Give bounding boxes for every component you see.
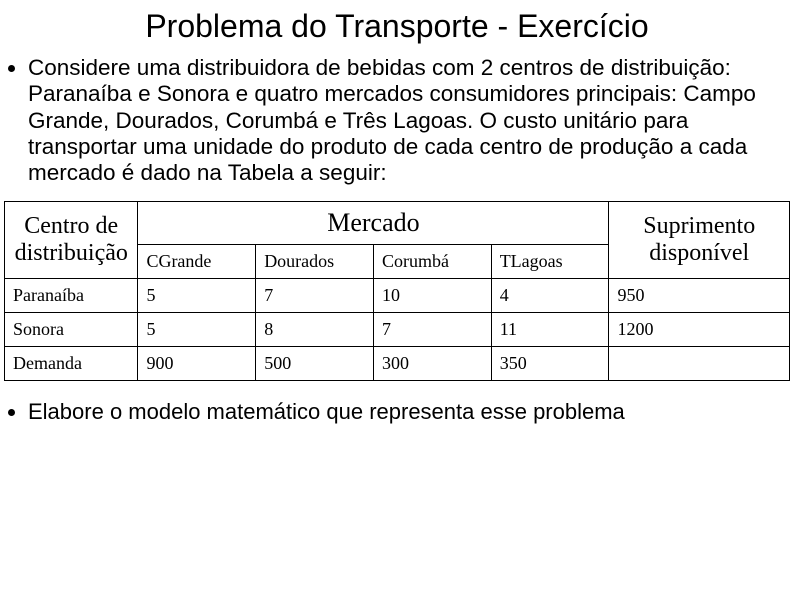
bullet-list-top: Considere uma distribuidora de bebidas c… — [4, 55, 790, 187]
cell: 900 — [138, 346, 256, 380]
supply-cell: 950 — [609, 278, 790, 312]
cell: 300 — [373, 346, 491, 380]
supply-cell — [609, 346, 790, 380]
table-row: Sonora 5 8 7 11 1200 — [5, 312, 790, 346]
cell: 10 — [373, 278, 491, 312]
bullet-list-bottom: Elabore o modelo matemático que represen… — [4, 399, 790, 425]
col-header: CGrande — [138, 244, 256, 278]
cell: 5 — [138, 312, 256, 346]
cell: 8 — [256, 312, 374, 346]
row-label: Paranaíba — [5, 278, 138, 312]
supply-header: Suprimento disponível — [609, 201, 790, 278]
supply-cell: 1200 — [609, 312, 790, 346]
cell: 350 — [491, 346, 609, 380]
cell: 500 — [256, 346, 374, 380]
bullet-item-1: Considere uma distribuidora de bebidas c… — [28, 55, 790, 187]
cell: 4 — [491, 278, 609, 312]
slide: Problema do Transporte - Exercício Consi… — [0, 0, 794, 595]
cell: 11 — [491, 312, 609, 346]
cell: 7 — [373, 312, 491, 346]
table-header-row-1: Centro de distribuição Mercado Supriment… — [5, 201, 790, 244]
table-row: Paranaíba 5 7 10 4 950 — [5, 278, 790, 312]
col-header: Corumbá — [373, 244, 491, 278]
bullet-item-2: Elabore o modelo matemático que represen… — [28, 399, 790, 425]
mercado-header: Mercado — [138, 201, 609, 244]
cell: 5 — [138, 278, 256, 312]
row-label: Sonora — [5, 312, 138, 346]
row-label: Demanda — [5, 346, 138, 380]
page-title: Problema do Transporte - Exercício — [4, 8, 790, 45]
cost-table: Centro de distribuição Mercado Supriment… — [4, 201, 790, 381]
col-header: TLagoas — [491, 244, 609, 278]
col-header: Dourados — [256, 244, 374, 278]
cell: 7 — [256, 278, 374, 312]
corner-header: Centro de distribuição — [5, 201, 138, 278]
table-row: Demanda 900 500 300 350 — [5, 346, 790, 380]
